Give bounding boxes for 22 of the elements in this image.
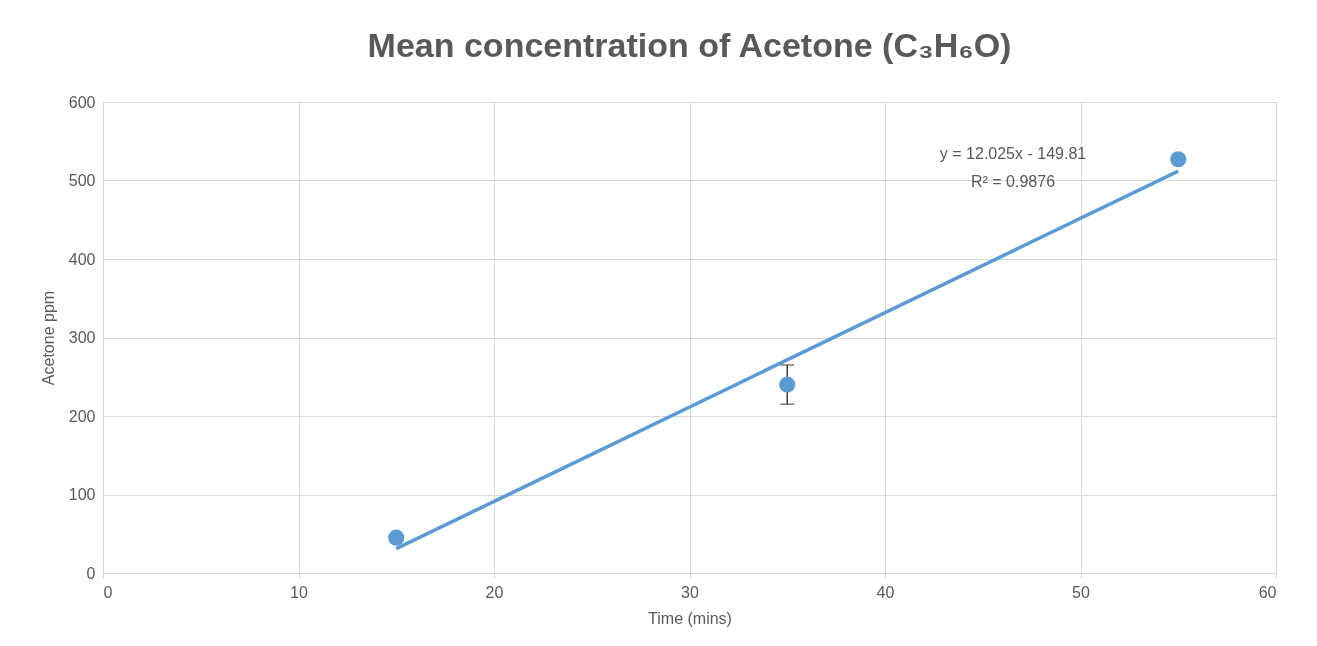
x-tick-label: 30 <box>681 583 699 601</box>
x-tick-label: 10 <box>290 583 308 601</box>
point <box>1170 151 1187 168</box>
y-tick-label: 300 <box>68 329 96 346</box>
x-axis-title: Time (mins) <box>648 609 732 627</box>
y-axis-title: Acetone ppm <box>39 290 57 386</box>
point <box>779 376 796 393</box>
point <box>388 529 405 546</box>
x-tick-label: 40 <box>876 583 895 601</box>
y-tick-label: 200 <box>68 407 96 425</box>
x-tick-label: 60 <box>1258 583 1277 601</box>
annotation: R² = 0.9876 <box>970 173 1056 190</box>
y-tick-label: 0 <box>86 564 96 582</box>
y-tick-label: 500 <box>68 172 96 189</box>
y-tick-label: 600 <box>68 93 96 111</box>
chart-title: Mean concentration of Acetone (C₃H₆O) <box>367 26 1012 64</box>
x-tick-label: 20 <box>485 583 504 601</box>
x-tick-label: 0 <box>103 583 113 601</box>
x-tick-label: 50 <box>1072 583 1090 601</box>
annotation: y = 12.025x - 149.81 <box>939 145 1087 162</box>
y-tick-label: 400 <box>68 250 96 268</box>
y-tick-label: 100 <box>68 486 96 503</box>
